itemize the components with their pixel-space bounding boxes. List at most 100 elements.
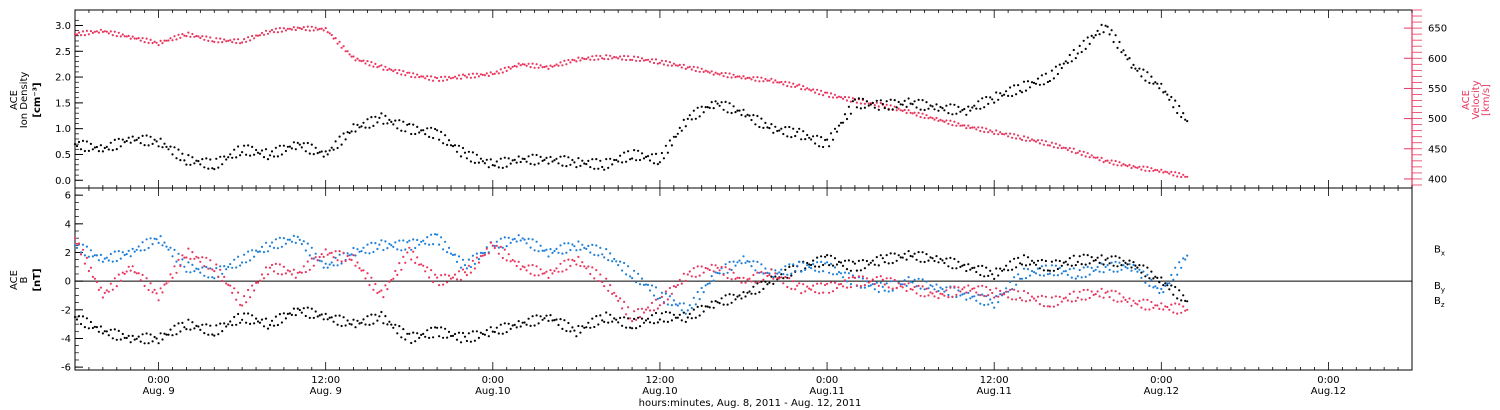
by-point bbox=[955, 295, 958, 299]
by-point bbox=[692, 296, 695, 299]
bx-point bbox=[696, 305, 699, 308]
velocity-point bbox=[239, 42, 242, 45]
density-point bbox=[1052, 77, 1055, 80]
density-point bbox=[159, 137, 162, 140]
by-point bbox=[995, 295, 998, 298]
density-point bbox=[410, 132, 413, 136]
velocity-point bbox=[957, 122, 960, 125]
by-point bbox=[627, 265, 630, 268]
density-point bbox=[211, 167, 214, 170]
bx-point bbox=[221, 330, 224, 333]
bx-point bbox=[629, 326, 632, 329]
velocity-point bbox=[1017, 134, 1020, 137]
bx-point bbox=[734, 298, 737, 301]
bx-point bbox=[646, 317, 650, 320]
density-point bbox=[356, 123, 359, 126]
bx-point bbox=[372, 322, 375, 325]
bz-point bbox=[1154, 304, 1157, 307]
by-point bbox=[141, 241, 144, 244]
density-point bbox=[802, 130, 805, 133]
by-point bbox=[921, 278, 924, 281]
bx-point bbox=[264, 317, 268, 320]
bx-point bbox=[121, 332, 124, 336]
density-point bbox=[1156, 82, 1159, 85]
density-point bbox=[640, 152, 644, 155]
by-point bbox=[113, 250, 116, 253]
by-point bbox=[993, 306, 996, 309]
density-point bbox=[792, 127, 795, 130]
bx-point bbox=[1140, 271, 1143, 274]
bz-point bbox=[818, 292, 821, 295]
by-point bbox=[372, 250, 375, 254]
bx-point bbox=[535, 314, 538, 317]
velocity-point bbox=[778, 81, 781, 84]
by-point bbox=[199, 271, 202, 274]
density-point bbox=[382, 122, 385, 125]
bx-point bbox=[513, 323, 516, 326]
velocity-point bbox=[965, 127, 968, 130]
density-point bbox=[845, 117, 849, 121]
by-point bbox=[203, 274, 206, 277]
velocity-point bbox=[541, 66, 544, 69]
bz-point bbox=[601, 280, 604, 284]
bx-point bbox=[243, 312, 246, 315]
velocity-point bbox=[1136, 166, 1139, 169]
bx-point bbox=[1017, 256, 1020, 259]
by-point bbox=[177, 252, 180, 255]
density-point bbox=[384, 114, 387, 117]
density-point bbox=[720, 101, 723, 104]
bz-point bbox=[328, 252, 331, 255]
bz-point bbox=[553, 269, 556, 272]
bz-point bbox=[822, 291, 825, 294]
velocity-point bbox=[867, 102, 870, 105]
by-point bbox=[621, 269, 624, 272]
bx-point bbox=[656, 321, 660, 324]
velocity-point bbox=[557, 64, 560, 67]
density-point bbox=[957, 105, 960, 108]
bz-point bbox=[798, 282, 801, 285]
bz-point bbox=[183, 256, 186, 259]
bz-point bbox=[712, 270, 715, 273]
density-point bbox=[1066, 61, 1069, 64]
bz-point bbox=[1078, 290, 1081, 293]
bz-point bbox=[294, 276, 297, 279]
bz-point bbox=[770, 268, 773, 271]
by-point bbox=[189, 271, 192, 274]
velocity-point bbox=[1174, 171, 1177, 174]
bz-point bbox=[599, 273, 602, 276]
bx-point bbox=[404, 338, 407, 341]
velocity-point bbox=[1013, 133, 1016, 136]
bz-point bbox=[724, 266, 727, 269]
velocity-point bbox=[165, 39, 168, 42]
density-point bbox=[487, 166, 490, 169]
bz-point bbox=[863, 284, 867, 287]
density-point bbox=[1094, 34, 1097, 37]
bx-point bbox=[891, 261, 894, 265]
density-point bbox=[933, 108, 936, 111]
bx-point bbox=[1152, 277, 1155, 280]
by-point bbox=[625, 273, 628, 276]
by-point bbox=[1064, 270, 1067, 273]
density-point bbox=[197, 160, 200, 163]
velocity-point bbox=[802, 85, 805, 88]
bz-point bbox=[764, 272, 767, 275]
velocity-point bbox=[726, 76, 729, 79]
velocity-point bbox=[652, 61, 656, 65]
velocity-point bbox=[318, 27, 321, 31]
bz-point bbox=[875, 276, 878, 279]
velocity-point bbox=[392, 70, 395, 73]
bz-point bbox=[656, 307, 660, 310]
bx-point bbox=[189, 328, 192, 331]
velocity-point bbox=[977, 126, 980, 129]
by-point bbox=[1128, 263, 1131, 266]
velocity-point bbox=[728, 72, 731, 75]
bz-point bbox=[829, 281, 833, 284]
density-point bbox=[716, 102, 719, 105]
velocity-point bbox=[129, 37, 132, 40]
by-point bbox=[483, 251, 486, 254]
velocity-point bbox=[364, 62, 367, 65]
density-point bbox=[1142, 68, 1145, 71]
bz-point bbox=[338, 250, 341, 253]
velocity-point bbox=[101, 30, 104, 33]
density-point bbox=[360, 125, 363, 128]
